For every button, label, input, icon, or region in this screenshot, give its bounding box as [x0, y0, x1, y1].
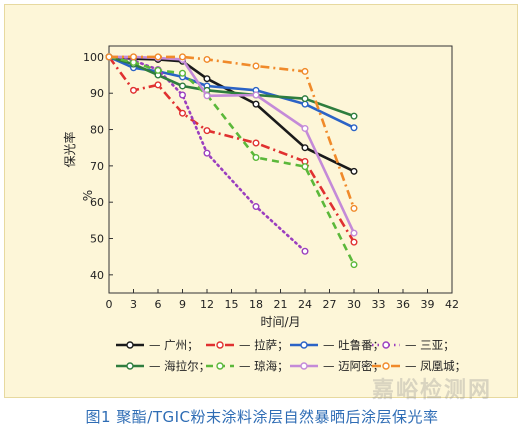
- series-1-point: [301, 144, 309, 152]
- series-5-point: [178, 82, 186, 90]
- series-3-point: [350, 124, 358, 132]
- x-tick-label: 12: [200, 298, 214, 311]
- series-7-point: [203, 92, 211, 100]
- legend-label-1: — 广州；: [149, 338, 199, 352]
- x-tick-label: 18: [249, 298, 263, 311]
- series-6-point: [301, 163, 309, 171]
- y-tick-label: 40: [90, 269, 104, 282]
- y-tick-label: 80: [90, 124, 104, 137]
- series-2-point: [129, 86, 137, 94]
- series-8-point: [178, 53, 186, 61]
- x-tick-label: 27: [323, 298, 337, 311]
- x-tick-label: 15: [225, 298, 239, 311]
- legend-marker-2: [216, 341, 224, 349]
- series-4-point: [252, 203, 260, 211]
- series-line-5: [108, 55, 355, 118]
- x-tick-label: 36: [396, 298, 410, 311]
- y-tick-label: 50: [90, 233, 104, 246]
- legend-marker-3: [300, 341, 308, 349]
- x-tick-label: 33: [372, 298, 386, 311]
- series-7-point: [252, 91, 260, 99]
- x-tick-label: 3: [130, 298, 137, 311]
- series-line-6: [108, 55, 356, 266]
- y-axis-unit: %: [81, 190, 95, 201]
- series-line-3: [108, 55, 355, 129]
- series-8-point: [129, 53, 137, 61]
- series-1-point: [350, 167, 358, 175]
- legend-marker-1: [126, 341, 134, 349]
- x-tick-label: 24: [298, 298, 312, 311]
- y-tick-label: 100: [83, 51, 104, 64]
- series-8-point: [105, 53, 113, 61]
- y-tick-label: 90: [90, 87, 104, 100]
- series-8-point: [350, 204, 358, 212]
- x-tick-label: 39: [421, 298, 435, 311]
- series-2-point: [154, 81, 162, 89]
- series-2-point: [178, 109, 186, 117]
- watermark-text: 嘉峪检测网: [372, 378, 493, 403]
- series-4-point: [301, 247, 309, 255]
- legend-marker-5: [126, 362, 134, 370]
- x-tick-label: 30: [347, 298, 361, 311]
- series-6-point: [154, 66, 162, 74]
- series-8-point: [154, 53, 162, 61]
- legend-label-6: — 琼海；: [239, 359, 289, 373]
- legend-marker-6: [216, 362, 224, 370]
- series-2-point: [350, 238, 358, 246]
- series-line-7: [109, 55, 356, 234]
- series-1-point: [252, 100, 260, 108]
- legend-label-5: — 海拉尔；: [149, 359, 210, 373]
- legend-label-4: — 三亚；: [405, 338, 455, 352]
- series-5-point: [350, 112, 358, 120]
- series-7-point: [301, 124, 309, 132]
- legend-marker-7: [300, 362, 308, 370]
- legend-label-3: — 吐鲁番；: [323, 338, 384, 352]
- figure-caption: 图1 聚酯/TGIC粉末涂料涂层自然暴晒后涂层保光率: [85, 408, 439, 426]
- line-chart: 0 3 6 9 12 15 18 21 24 27 30 33 36 39 4240506070809010…: [62, 45, 466, 373]
- plot-area: [108, 45, 453, 294]
- series-4-point: [178, 91, 186, 99]
- series-5-point: [301, 95, 309, 103]
- series-6-point: [252, 154, 260, 162]
- series-6-point: [178, 69, 186, 77]
- series-6-point: [350, 261, 358, 269]
- y-tick-label: 70: [90, 160, 104, 173]
- legend-label-7: — 迈阿密；: [323, 359, 384, 373]
- series-7-point: [350, 229, 358, 237]
- x-tick-label: 0: [106, 298, 113, 311]
- series-2-point: [252, 139, 260, 147]
- series-8-point: [203, 55, 211, 63]
- legend-label-8: — 凤凰城；: [405, 359, 466, 373]
- legend-marker-8: [382, 362, 390, 370]
- y-axis-title: 保光率: [62, 131, 77, 167]
- series-4-point: [203, 149, 211, 157]
- x-tick-label: 42: [445, 298, 459, 311]
- series-2-point: [203, 127, 211, 135]
- legend-marker-4: [382, 341, 390, 349]
- x-tick-label: 9: [179, 298, 186, 311]
- x-tick-label: 21: [274, 298, 288, 311]
- x-axis-title: 时间/月: [260, 315, 300, 329]
- y-tick-label: 60: [90, 196, 104, 209]
- series-8-point: [301, 67, 309, 75]
- series-line-1: [108, 55, 355, 173]
- x-tick-label: 6: [155, 298, 162, 311]
- series-1-point: [203, 75, 211, 83]
- series-8-point: [252, 62, 260, 70]
- legend-label-2: — 拉萨；: [239, 338, 289, 352]
